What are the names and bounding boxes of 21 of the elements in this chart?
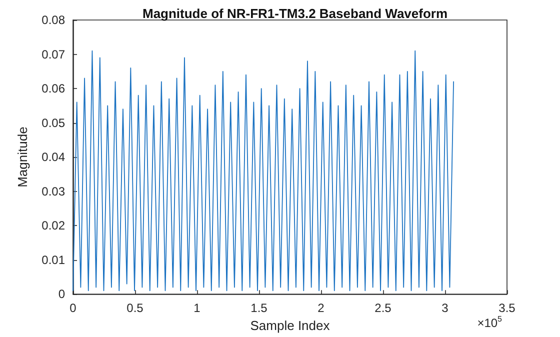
x-tick-label: 1.5: [250, 301, 268, 316]
x-tick-label: 2.5: [374, 301, 392, 316]
y-tick-label: 0.05: [42, 116, 66, 130]
y-tick-label: 0.01: [42, 252, 66, 267]
y-tick-label: 0.06: [42, 82, 66, 96]
y-axis-title: Magnitude: [15, 126, 30, 188]
x-tick-label: 3.5: [498, 301, 516, 316]
chart-title: Magnitude of NR-FR1-TM3.2 Baseband Waveform: [142, 6, 448, 21]
y-tick-label: 0.08: [42, 13, 66, 27]
y-tick-label: 0.02: [42, 218, 66, 233]
x-tick-label: 3: [442, 301, 449, 316]
y-tick-label: 0: [58, 287, 66, 302]
y-tick-label: 0.03: [42, 184, 66, 198]
x-tick-label: 0: [70, 301, 77, 316]
x-tick-label: 0.5: [126, 301, 144, 316]
y-tick-label: 0.04: [42, 150, 66, 164]
x-tick-label: 2: [318, 301, 325, 316]
x-axis-title: Sample Index: [250, 318, 330, 333]
x-tick-label: 1: [194, 301, 201, 316]
line-series: [72, 50, 454, 292]
y-tick-label: 0.07: [42, 47, 66, 62]
